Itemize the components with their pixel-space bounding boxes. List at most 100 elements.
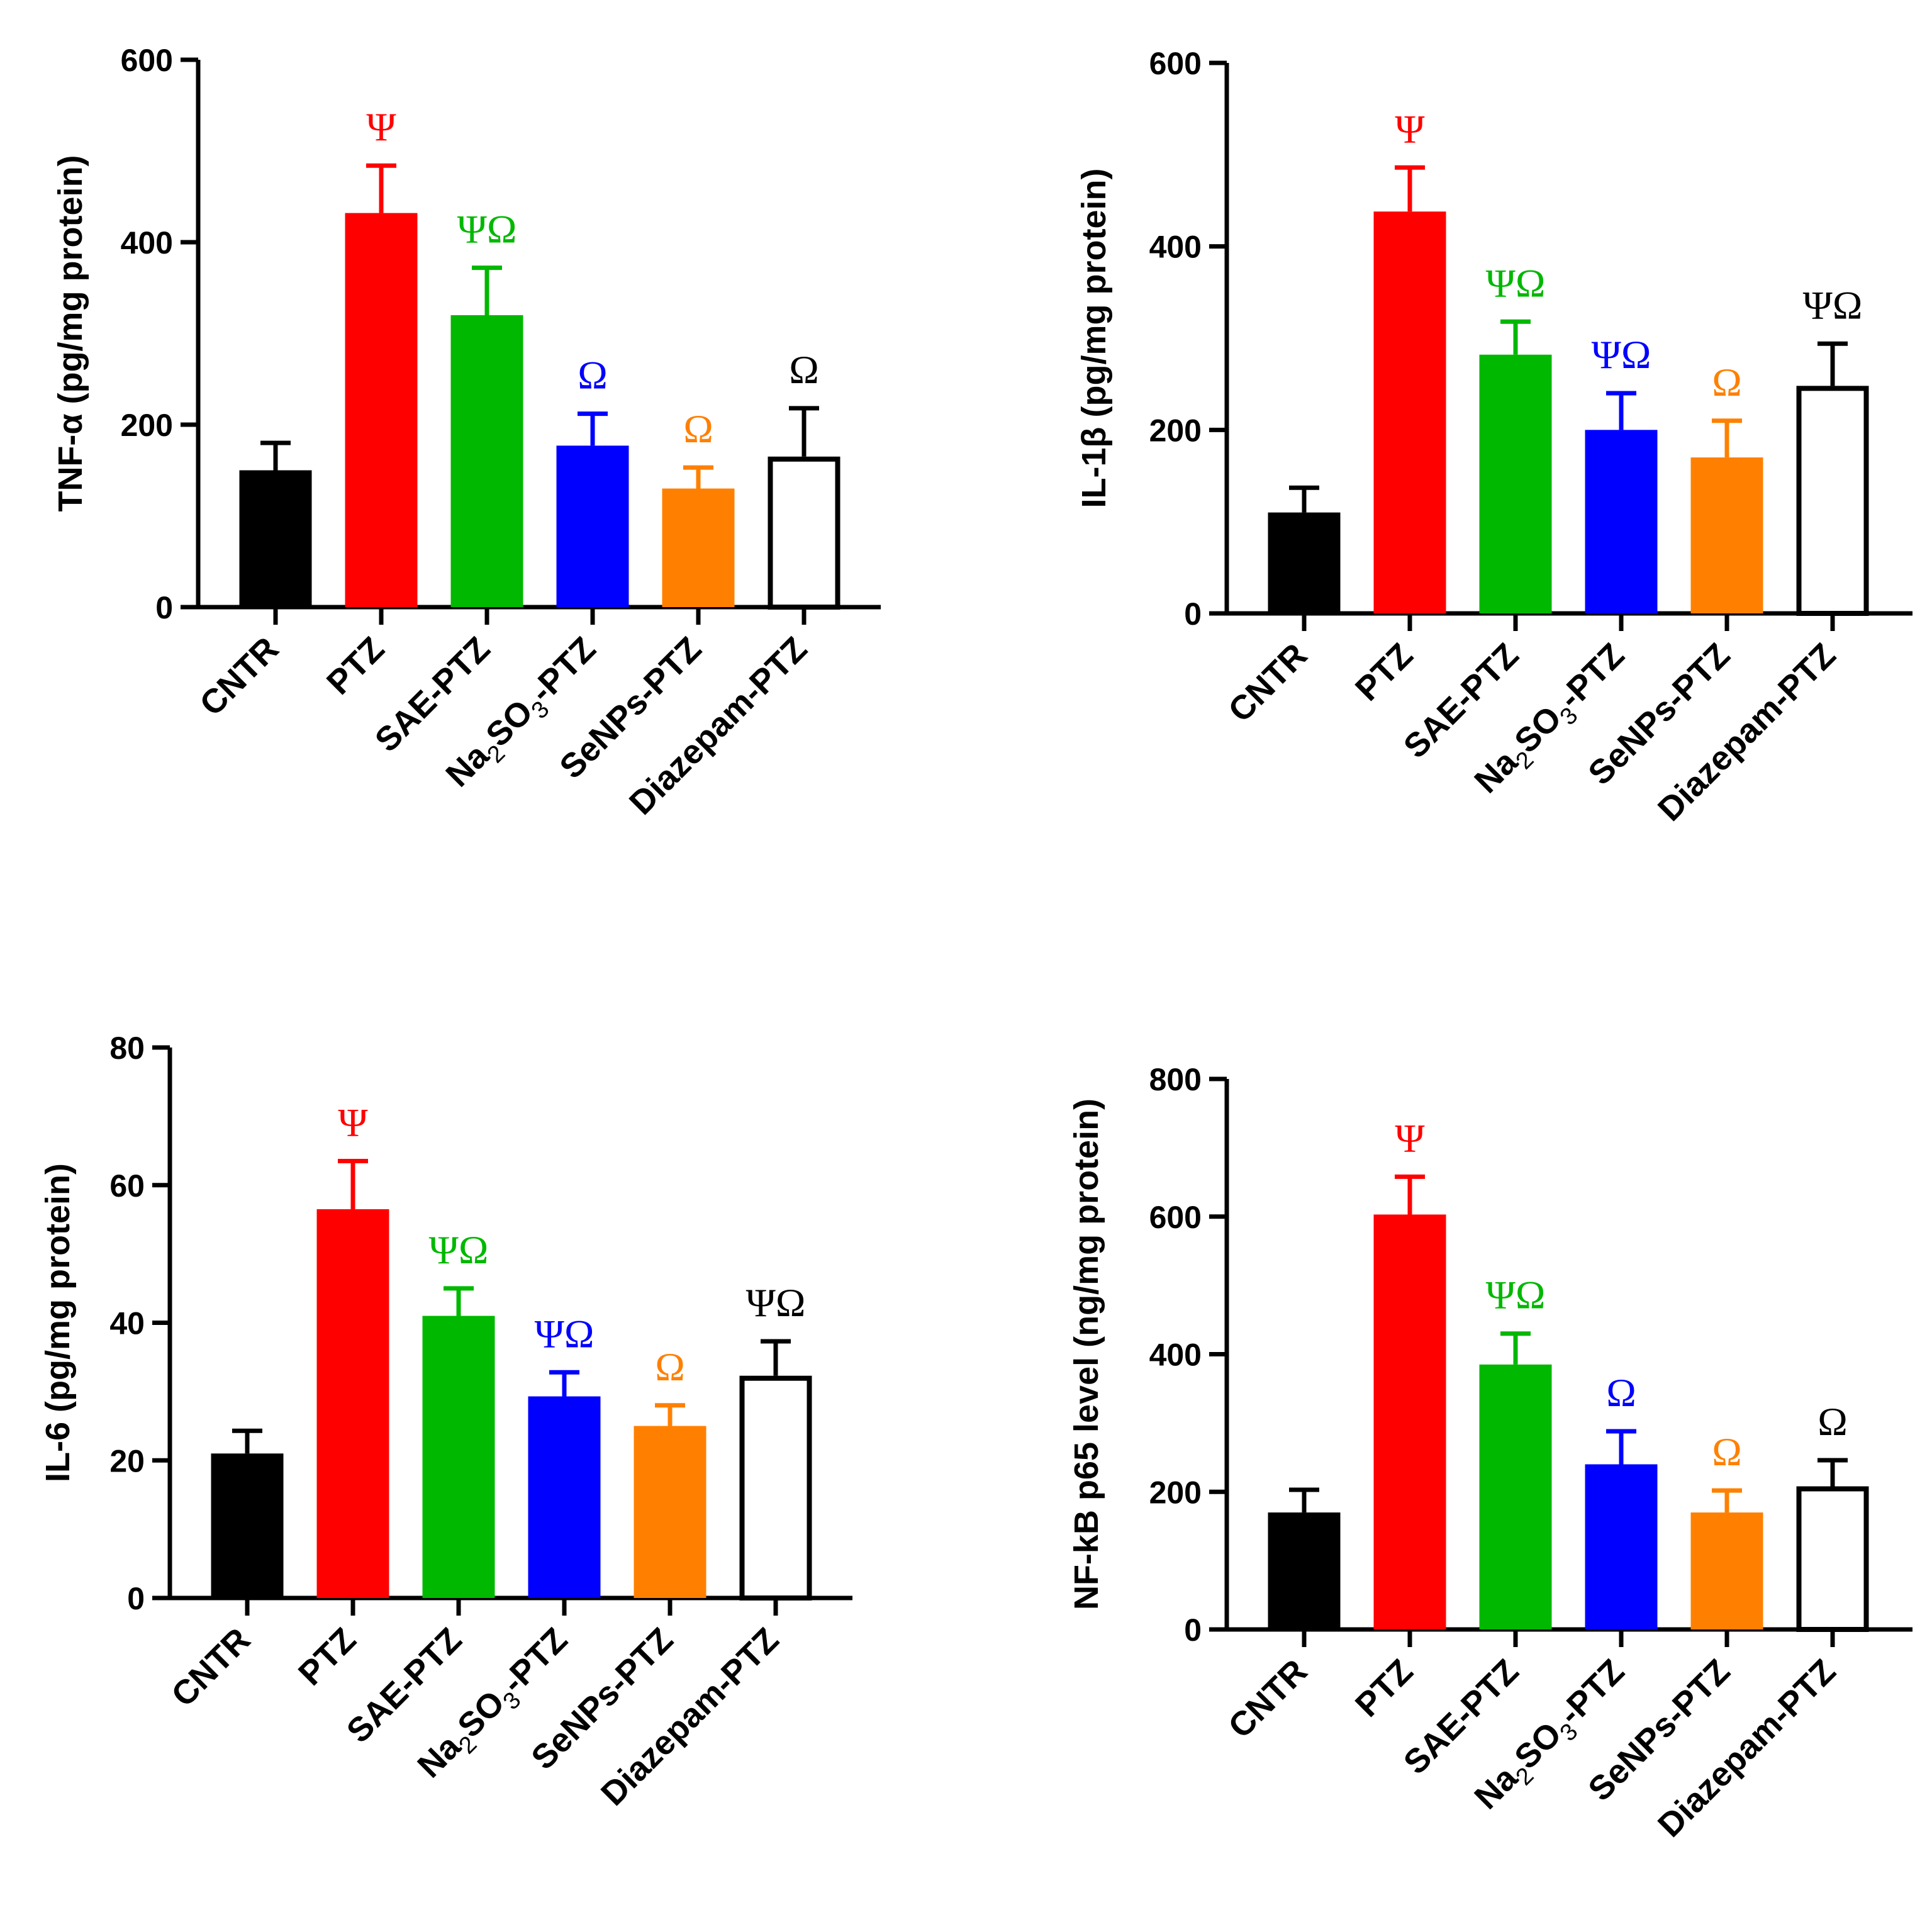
y-tick-label: 20 (109, 1443, 145, 1478)
significance-label: Ω (1818, 1399, 1848, 1444)
significance-label: ΨΩ (457, 207, 517, 252)
category-label: Diazepam-PTZ (1651, 1652, 1843, 1845)
y-axis-label: NF-kB p65 level (ng/mg protein) (1068, 1098, 1105, 1610)
bar-ptz (1373, 211, 1446, 613)
category-label: Diazepam-PTZ (622, 630, 815, 822)
bar-diazepam-ptz (1796, 386, 1869, 616)
bar-na (556, 445, 629, 607)
y-tick-label: 60 (109, 1168, 145, 1204)
bar-na (1585, 1464, 1658, 1629)
significance-label: ΨΩ (746, 1280, 806, 1325)
significance-label: Ω (578, 353, 608, 398)
category-label-part: PTZ (1348, 1652, 1421, 1724)
category-label: PTZ (320, 630, 392, 702)
bar-ptz (316, 1209, 389, 1598)
category-label-part: CNTR (1221, 636, 1314, 729)
bar-na (1585, 430, 1658, 613)
category-label-part: SAE-PTZ (1397, 1652, 1526, 1782)
y-tick-label: 200 (121, 408, 173, 443)
bar-senps-ptz (662, 488, 735, 607)
y-tick-label: 0 (1184, 1612, 1202, 1648)
significance-label: Ω (1712, 1429, 1742, 1474)
category-label: SAE-PTZ (1397, 1652, 1526, 1782)
bar-diazepam-ptz (739, 1375, 812, 1601)
bar-cntr (1268, 512, 1341, 613)
category-label-part: Diazepam-PTZ (1651, 636, 1843, 829)
significance-label: ΨΩ (429, 1227, 489, 1272)
significance-label: Ω (789, 347, 819, 392)
significance-label: ΨΩ (1486, 260, 1546, 305)
y-axis-label: TNF-α (pg/mg protein) (52, 155, 89, 511)
significance-label: Ω (1712, 360, 1742, 405)
bar-senps-ptz (634, 1426, 706, 1598)
category-label: PTZ (1348, 636, 1421, 708)
category-label: CNTR (1221, 1652, 1314, 1745)
bar-senps-ptz (1690, 457, 1763, 613)
bar-cntr (239, 470, 312, 607)
category-label: SAE-PTZ (368, 630, 498, 759)
y-axis-label: IL-6 (pg/mg protein) (39, 1163, 77, 1482)
y-tick-label: 600 (1149, 46, 1202, 81)
y-tick-label: 200 (1149, 1475, 1202, 1510)
y-tick-label: 400 (1149, 230, 1202, 265)
significance-label: Ψ (366, 104, 396, 149)
category-label: Diazepam-PTZ (594, 1621, 786, 1813)
category-label: CNTR (164, 1621, 257, 1714)
significance-label: ΨΩ (1803, 282, 1863, 327)
y-tick-label: 0 (127, 1581, 145, 1616)
nfkb-p65-chart: 0 200 400 600 800 NF-kB p65 level (ng/mg prot… (1068, 1062, 1912, 1845)
significance-label: ΨΩ (1592, 332, 1651, 377)
category-label: PTZ (291, 1621, 364, 1693)
y-tick-label: 80 (109, 1031, 145, 1066)
y-tick-label: 200 (1149, 413, 1202, 448)
bar-diazepam-ptz (1796, 1486, 1869, 1632)
il-6-chart: 0 20 40 60 80 IL-6 (pg/mg protein) CNTR Ψ PTZ ΨΩ S… (39, 1031, 852, 1813)
bar-diazepam-ptz (768, 456, 840, 610)
bar-sae-ptz (450, 315, 523, 607)
category-label: SAE-PTZ (340, 1621, 469, 1750)
y-axis-label: IL-1β (pg/mg protein) (1075, 169, 1113, 508)
tnf-alpha-chart: 0 200 400 600 TNF-α (pg/mg protein) CNTR Ψ PTZ Ψ… (52, 43, 881, 822)
il-1beta-chart: 0 200 400 600 IL-1β (pg/mg protein) CNTR Ψ PTZ Ψ… (1075, 46, 1912, 829)
bar-senps-ptz (1690, 1512, 1763, 1629)
category-label-part: Diazepam-PTZ (622, 630, 815, 822)
category-label-part: CNTR (164, 1621, 257, 1714)
y-tick-label: 0 (1184, 596, 1202, 632)
y-tick-label: 600 (1149, 1200, 1202, 1235)
y-tick-label: 400 (121, 225, 173, 260)
category-label: Diazepam-PTZ (1651, 636, 1843, 829)
category-label-part: CNTR (1221, 1652, 1314, 1745)
bar-sae-ptz (1479, 354, 1552, 613)
y-tick-label: 0 (155, 590, 173, 625)
category-label-part: SAE-PTZ (368, 630, 498, 759)
significance-label: ΨΩ (1486, 1273, 1546, 1317)
category-label-part: SAE-PTZ (340, 1621, 469, 1750)
bar-cntr (211, 1453, 284, 1598)
category-label-part: Diazepam-PTZ (594, 1621, 786, 1813)
y-tick-label: 40 (109, 1306, 145, 1341)
significance-label: Ω (1606, 1370, 1636, 1415)
bar-cntr (1268, 1512, 1341, 1629)
category-label: SAE-PTZ (1397, 636, 1526, 766)
category-label: CNTR (193, 630, 286, 723)
category-label-part: PTZ (1348, 636, 1421, 708)
category-label-part: PTZ (320, 630, 392, 702)
bar-sae-ptz (1479, 1364, 1552, 1629)
bar-ptz (345, 213, 418, 608)
significance-label: ΨΩ (535, 1311, 595, 1356)
category-label-part: PTZ (291, 1621, 364, 1693)
bar-ptz (1373, 1214, 1446, 1629)
y-tick-label: 400 (1149, 1338, 1202, 1373)
bar-na (528, 1396, 601, 1598)
significance-label: Ω (655, 1344, 685, 1389)
category-label: CNTR (1221, 636, 1314, 729)
category-label-part: Diazepam-PTZ (1651, 1652, 1843, 1845)
significance-label: Ψ (1395, 106, 1425, 151)
category-label-part: CNTR (193, 630, 286, 723)
significance-label: Ω (683, 406, 713, 451)
y-tick-label: 600 (121, 43, 173, 78)
significance-label: Ψ (338, 1100, 368, 1144)
y-tick-label: 800 (1149, 1062, 1202, 1097)
category-label-part: SAE-PTZ (1397, 636, 1526, 766)
